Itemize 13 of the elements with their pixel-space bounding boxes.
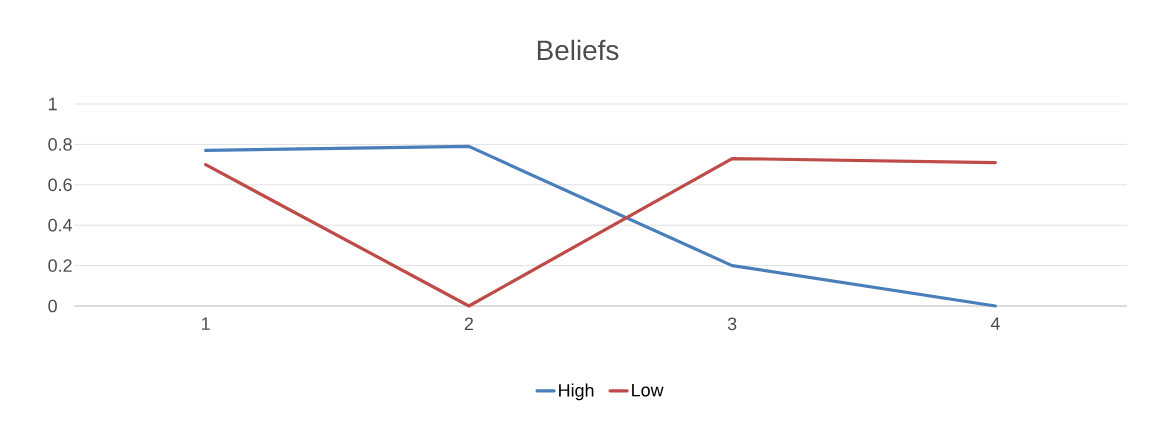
x-tick-label: 2	[464, 317, 473, 331]
x-tick-label: 1	[202, 317, 210, 330]
y-tick-label: 0.2	[48, 259, 72, 272]
y-tick-label: 0.8	[48, 138, 72, 151]
legend-label: High	[559, 383, 594, 401]
y-tick-label: 0.4	[48, 218, 73, 232]
y-tick-label: 0.6	[48, 178, 72, 192]
x-tick-label: 3	[727, 317, 737, 331]
y-tick-label: 1	[49, 97, 57, 111]
chart-title: Beliefs	[537, 39, 619, 61]
legend-label: Low	[632, 383, 664, 397]
y-tick-label: 0	[48, 299, 57, 313]
x-tick-label: 4	[990, 317, 1000, 330]
